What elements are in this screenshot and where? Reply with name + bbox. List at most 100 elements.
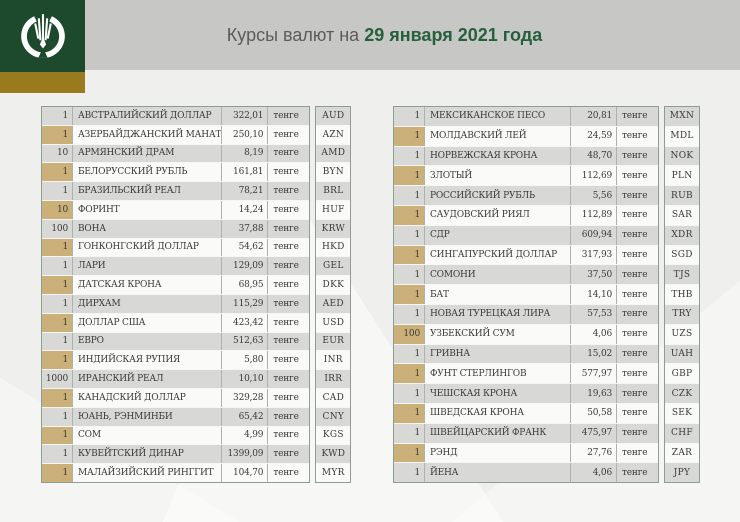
qty-cell: 1 [42, 182, 73, 200]
unit-cell: тенге [622, 447, 648, 458]
unit-cell: тенге [273, 129, 299, 140]
rate-cell: 329,28 [222, 388, 269, 407]
currency-name-cell: ДАТСКАЯ КРОНА [73, 276, 223, 294]
unit-cell: тенге [622, 348, 648, 359]
currency-name-cell: МАЛАЙЗИЙСКИЙ РИНГГИТ [73, 464, 223, 482]
rate-cell: 14,10 [571, 285, 617, 304]
currency-code-cell: AED [322, 298, 344, 309]
code-row: NOK [665, 146, 699, 167]
rate-cell: 10,10 [222, 370, 269, 388]
rate-cell: 4,06 [571, 463, 617, 483]
qty-cell: 1 [394, 265, 425, 285]
currency-name-cell: КУВЕЙТСКИЙ ДИНАР [73, 445, 223, 464]
qty-cell: 1 [394, 205, 425, 225]
currency-code-cell: MXN [669, 111, 695, 122]
currency-name-cell: ГОНКОНГСКИЙ ДОЛЛАР [73, 238, 223, 257]
qty-cell: 1 [394, 364, 425, 384]
code-row: BYN [316, 163, 351, 183]
unit-cell: тенге [273, 242, 299, 253]
table-row: 1 СИНГАПУРСКИЙ ДОЛЛАР 317,93 тенге [394, 245, 658, 266]
code-row: DKK [316, 276, 351, 295]
currency-name-cell: БЕЛОРУССКИЙ РУБЛЬ [73, 163, 223, 182]
table-row: 1 РОССИЙСКИЙ РУБЛЬ 5,56 тенге [394, 186, 658, 206]
table-row: 1 БЕЛОРУССКИЙ РУБЛЬ 161,81 тенге [42, 163, 310, 183]
currency-name-cell: МЕКСИКАНСКОЕ ПЕСО [425, 107, 571, 126]
currency-code-cell: KRW [321, 223, 346, 234]
table-row: 1 КАНАДСКИЙ ДОЛЛАР 329,28 тенге [42, 388, 310, 408]
currency-name-cell: БАТ [425, 285, 571, 304]
rate-cell: 475,97 [571, 423, 617, 443]
currency-name-cell: ФОРИНТ [73, 200, 223, 219]
currency-code-cell: GEL [323, 261, 344, 272]
qty-cell: 1 [42, 332, 73, 351]
unit-cell: тенге [273, 261, 299, 272]
rate-cell: 50,58 [571, 403, 617, 423]
table-row: 10 ФОРИНТ 14,24 тенге [42, 200, 310, 220]
rate-cell: 104,70 [222, 464, 269, 482]
code-row: SEK [665, 403, 699, 424]
currency-code-cell: MDL [670, 131, 694, 142]
table-row: 1 МАЛАЙЗИЙСКИЙ РИНГГИТ 104,70 тенге [42, 464, 310, 482]
currency-name-cell: ШВЕЙЦАРСКИЙ ФРАНК [425, 423, 571, 443]
currency-code-cell: TJS [673, 269, 691, 280]
currency-name-cell: НОВАЯ ТУРЕЦКАЯ ЛИРА [425, 304, 571, 324]
currency-name-cell: ФУНТ СТЕРЛИНГОВ [425, 364, 571, 384]
qty-cell: 1 [394, 285, 425, 304]
currency-name-cell: МОЛДАВСКИЙ ЛЕЙ [425, 126, 571, 146]
table-row: 100 УЗБЕКСКИЙ СУМ 4,06 тенге [394, 324, 658, 345]
unit-cell: тенге [622, 170, 648, 181]
code-row: GEL [316, 257, 351, 277]
currency-name-cell: ЛАРИ [73, 257, 223, 276]
rate-cell: 5,56 [571, 186, 617, 205]
qty-cell: 1 [394, 146, 425, 166]
unit-cell: тенге [622, 111, 648, 122]
qty-cell: 1 [394, 423, 425, 443]
rate-cell: 4,06 [571, 324, 617, 344]
table-row: 1 НОВАЯ ТУРЕЦКАЯ ЛИРА 57,53 тенге [394, 304, 658, 325]
rate-cell: 54,62 [222, 238, 269, 257]
currency-code-cell: BYN [322, 167, 344, 178]
currency-code-cell: NOK [670, 150, 694, 161]
currency-code-cell: BRL [323, 186, 344, 197]
currency-name-cell: ГРИВНА [425, 344, 571, 364]
unit-cell: тенге [622, 428, 648, 439]
table-row: 1 ЧЕШСКАЯ КРОНА 19,63 тенге [394, 384, 658, 404]
currency-code-cell: KWD [321, 449, 346, 460]
currency-code-cell: UZS [671, 329, 693, 340]
rate-cell: 78,21 [222, 182, 269, 200]
code-row: AED [316, 294, 351, 314]
rates-table-left: 1 АВСТРАЛИЙСКИЙ ДОЛЛАР 322,01 тенге 1 АЗЕРБАЙ… [41, 106, 352, 483]
rate-cell: 8,19 [222, 144, 269, 163]
currency-code-cell: JPY [673, 467, 691, 478]
unit-cell: тенге [273, 186, 299, 197]
currency-code-cell: USD [322, 317, 345, 328]
code-row: BRL [316, 182, 351, 201]
code-row: HUF [316, 200, 351, 220]
rate-cell: 250,10 [222, 125, 269, 144]
code-row: CAD [316, 388, 351, 408]
currency-code-cell: GBP [671, 368, 693, 379]
header-bar: Курсы валют на 29 января 2021 года [85, 0, 740, 70]
code-row: UAH [665, 344, 699, 365]
rate-cell: 112,69 [571, 166, 617, 186]
table-row: 1 ЕВРО 512,63 тенге [42, 332, 310, 352]
rate-cell: 65,42 [222, 407, 269, 426]
table-codes: AUD AZN AMD BYN BRL HUF KRW HKD GEL DKK AED USD EUR I… [315, 106, 352, 483]
currency-name-cell: РОССИЙСКИЙ РУБЛЬ [425, 186, 571, 205]
table-row: 1 СОМОНИ 37,50 тенге [394, 265, 658, 286]
currency-code-cell: XDR [671, 230, 693, 241]
currency-code-cell: IRR [324, 374, 343, 385]
code-row: MXN [665, 107, 699, 127]
currency-code-cell: RUB [671, 190, 693, 201]
unit-cell: тенге [622, 388, 648, 399]
code-row: ZAR [665, 443, 699, 464]
currency-code-cell: INR [323, 355, 343, 366]
table-row: 1 ДИРХАМ 115,29 тенге [42, 294, 310, 314]
rate-cell: 19,63 [571, 384, 617, 403]
currency-name-cell: АВСТРАЛИЙСКИЙ ДОЛЛАР [73, 107, 223, 125]
qty-cell: 1 [394, 225, 425, 245]
unit-cell: тенге [622, 210, 648, 221]
unit-cell: тенге [622, 269, 648, 280]
qty-cell: 1000 [42, 370, 73, 388]
